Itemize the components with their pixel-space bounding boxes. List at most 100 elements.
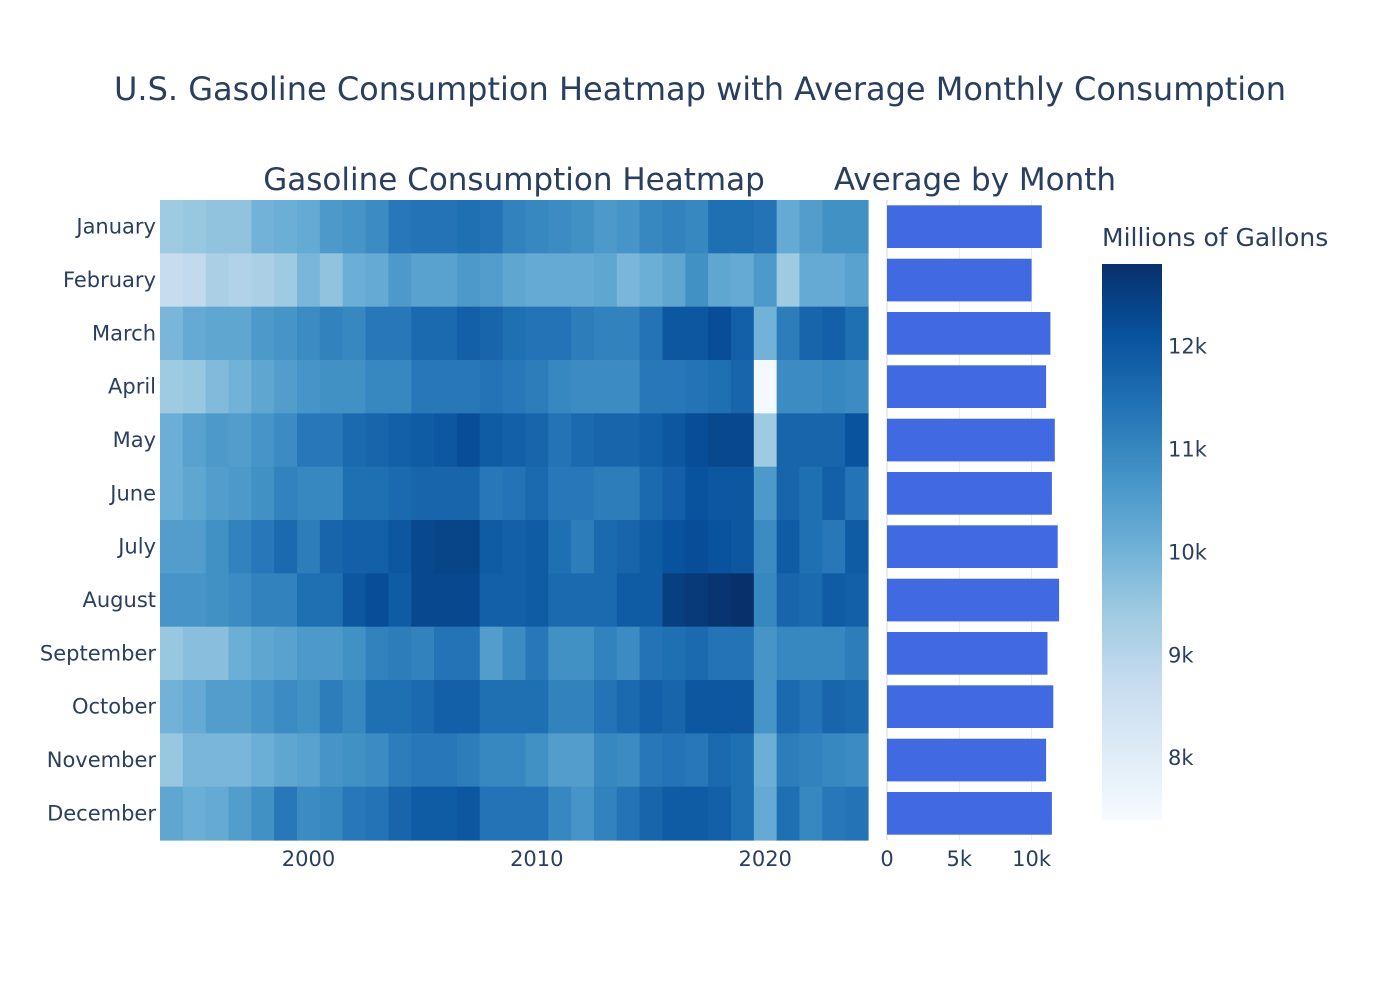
heatmap-cell xyxy=(548,626,572,681)
heatmap-cell xyxy=(365,626,389,681)
heatmap-cell xyxy=(571,413,595,468)
heatmap-cell xyxy=(799,573,823,628)
heatmap-cell xyxy=(753,626,778,681)
heatmap-cell xyxy=(662,626,686,681)
heatmap-cell xyxy=(479,520,504,574)
bar-x-tick-label: 5k xyxy=(947,847,973,871)
heatmap-cell xyxy=(616,466,641,521)
heatmap-cell xyxy=(365,306,389,361)
heatmap-cell xyxy=(616,573,641,628)
heatmap-cell xyxy=(776,520,801,574)
heatmap-cell xyxy=(662,466,686,521)
heatmap-cell xyxy=(274,306,298,361)
heatmap-cell xyxy=(297,733,321,788)
heatmap-cell xyxy=(525,413,549,468)
heatmap-cell xyxy=(708,466,732,521)
heatmap-cell xyxy=(799,786,823,841)
heatmap-cell xyxy=(434,520,458,574)
heatmap-cell xyxy=(479,253,504,308)
heatmap-cell xyxy=(388,466,412,521)
heatmap-cell xyxy=(571,786,595,841)
heatmap-cell xyxy=(228,306,252,361)
heatmap-cell xyxy=(662,573,686,628)
heatmap-cell xyxy=(342,413,367,468)
heatmap-cell xyxy=(342,680,367,734)
heatmap-cell xyxy=(753,786,778,841)
heatmap-y-tick-label: December xyxy=(47,801,156,825)
bar-x-axis: 0 5k 10k xyxy=(880,847,1052,871)
heatmap-cell xyxy=(845,200,869,254)
heatmap-cell xyxy=(342,306,367,361)
heatmap-cell xyxy=(479,466,504,521)
heatmap-cell xyxy=(662,306,686,361)
heatmap-cell xyxy=(822,413,846,468)
heatmap-cell xyxy=(274,466,298,521)
heatmap-cell xyxy=(251,786,275,841)
heatmap-cell xyxy=(708,200,732,254)
heatmap-cell xyxy=(525,680,549,734)
heatmap-cell xyxy=(434,466,458,521)
heatmap-cell xyxy=(685,520,709,574)
heatmap-cell xyxy=(616,306,641,361)
heatmap-cell xyxy=(593,466,618,521)
heatmap-cell xyxy=(319,306,344,361)
heatmap-cell xyxy=(319,253,344,308)
heatmap-cell xyxy=(799,626,823,681)
heatmap-cell xyxy=(548,786,572,841)
heatmap-subplot-title: Gasoline Consumption Heatmap xyxy=(263,162,765,198)
heatmap-cell xyxy=(205,626,230,681)
heatmap-cell xyxy=(411,626,435,681)
heatmap-cell xyxy=(411,253,435,308)
heatmap-cell xyxy=(456,253,481,308)
heatmap-cell xyxy=(730,306,755,361)
heatmap-cell xyxy=(571,520,595,574)
heatmap-cell xyxy=(708,680,732,734)
heatmap-cell xyxy=(274,786,298,841)
heatmap-cell xyxy=(365,733,389,788)
heatmap-cell xyxy=(753,733,778,788)
heatmap-cell xyxy=(160,680,184,734)
heatmap-cell xyxy=(708,413,732,468)
heatmap-cell xyxy=(297,626,321,681)
heatmap-cell xyxy=(479,200,504,254)
heatmap-cell xyxy=(228,200,252,254)
heatmap-cell xyxy=(388,306,412,361)
heatmap-cell xyxy=(799,253,823,308)
heatmap-cell xyxy=(616,200,641,254)
heatmap-cell xyxy=(160,306,184,361)
heatmap-cell xyxy=(730,200,755,254)
heatmap-y-tick-label: November xyxy=(47,748,157,772)
heatmap-cell xyxy=(297,253,321,308)
bar-mark xyxy=(887,365,1047,408)
heatmap-cell xyxy=(160,253,184,308)
heatmap-cell xyxy=(434,573,458,628)
heatmap-cell xyxy=(205,573,230,628)
heatmap-cell xyxy=(548,573,572,628)
heatmap-cell xyxy=(228,573,252,628)
heatmap-cell xyxy=(685,360,709,414)
heatmap-cell xyxy=(274,253,298,308)
heatmap-y-tick-label: August xyxy=(83,588,157,612)
heatmap-cell xyxy=(502,520,527,574)
heatmap-cell xyxy=(342,733,367,788)
heatmap-cell xyxy=(297,466,321,521)
heatmap-cell xyxy=(799,520,823,574)
heatmap-cell xyxy=(525,626,549,681)
heatmap-cell xyxy=(548,733,572,788)
heatmap-cell xyxy=(182,200,207,254)
heatmap-cell xyxy=(251,520,275,574)
heatmap-cell xyxy=(411,573,435,628)
heatmap-cell xyxy=(182,413,207,468)
heatmap-cell xyxy=(639,733,664,788)
heatmap-cell xyxy=(845,733,869,788)
heatmap-cell xyxy=(685,200,709,254)
heatmap-cell xyxy=(639,680,664,734)
heatmap-cell xyxy=(160,466,184,521)
heatmap-cell xyxy=(776,626,801,681)
heatmap-cell xyxy=(434,626,458,681)
heatmap-cell xyxy=(319,360,344,414)
heatmap-cell xyxy=(571,573,595,628)
heatmap-cell xyxy=(822,200,846,254)
heatmap-cell xyxy=(411,680,435,734)
heatmap-cell xyxy=(708,733,732,788)
